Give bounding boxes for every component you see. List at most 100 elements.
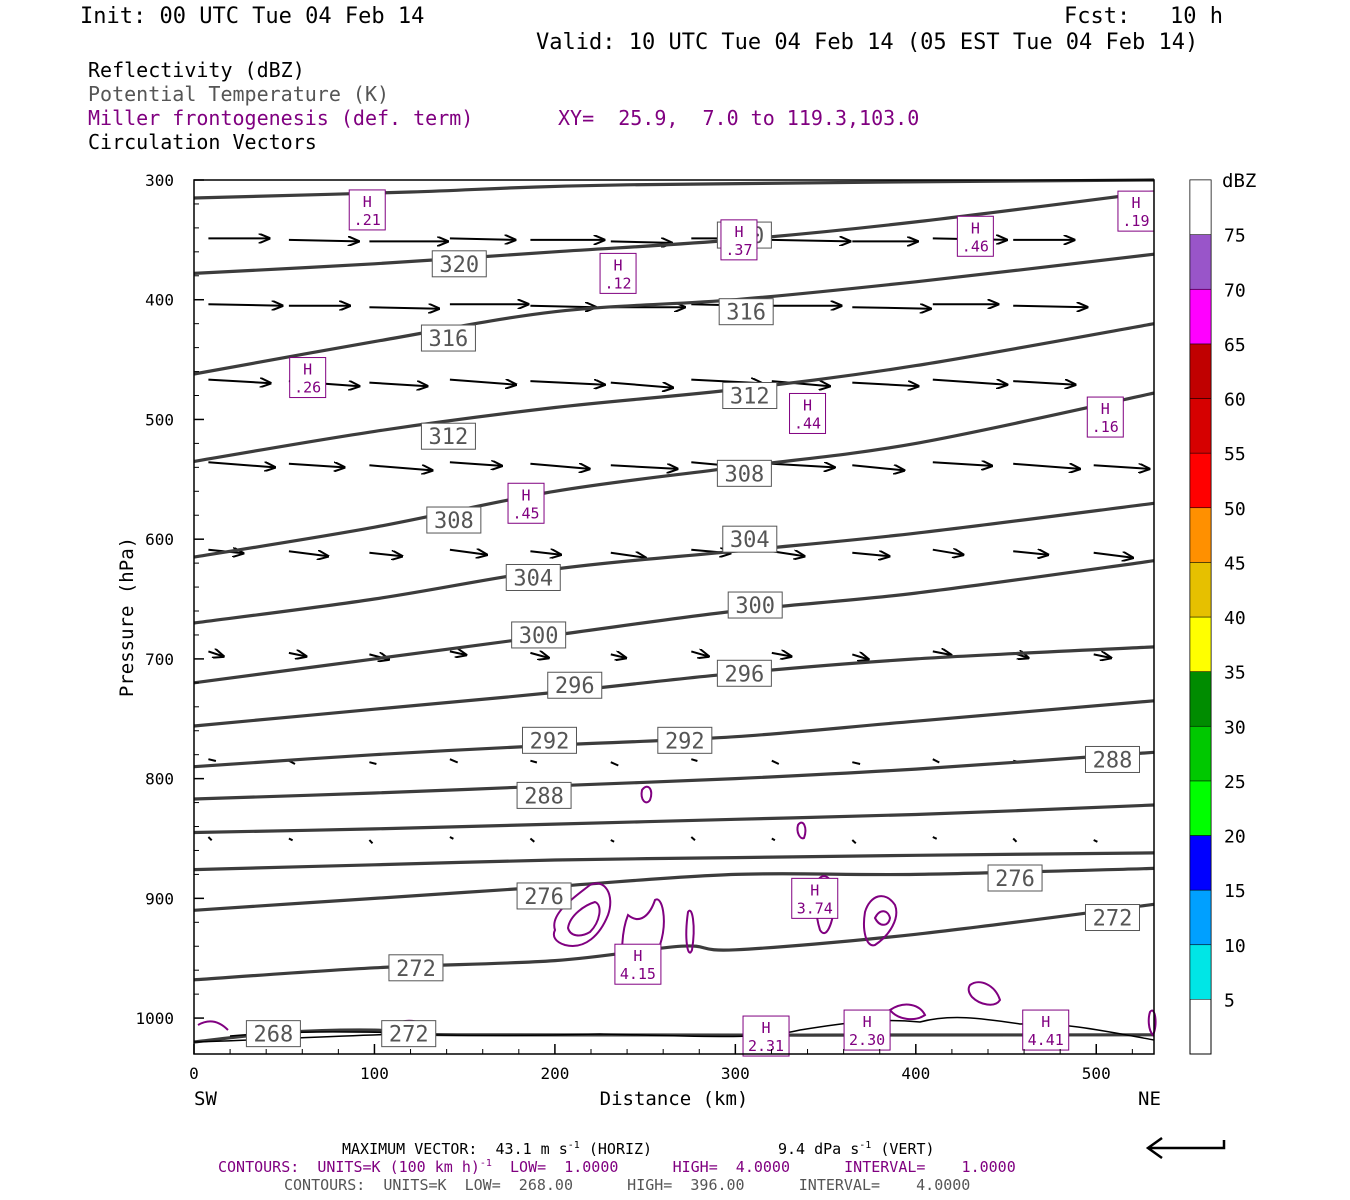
isentrope-label: 308 bbox=[725, 462, 765, 487]
colorbar-segment-60 bbox=[1189, 343, 1212, 399]
isentrope-label-box bbox=[420, 422, 476, 450]
isentrope-280 bbox=[193, 851, 1155, 872]
isentrope-layer bbox=[193, 178, 1155, 1044]
y-axis: 300 400 500 600 700 800 900 1000 bbox=[135, 171, 204, 1043]
circulation-vector bbox=[208, 651, 223, 656]
isentrope-label: 272 bbox=[389, 1023, 429, 1048]
isentrope-label: 296 bbox=[725, 662, 765, 687]
frontogenesis-high-label: H bbox=[762, 1019, 771, 1037]
isentrope-label-box bbox=[431, 250, 487, 278]
colorbar-segment-65 bbox=[1189, 289, 1212, 345]
colorbar-segment-25 bbox=[1189, 726, 1212, 782]
circulation-vector bbox=[1013, 462, 1080, 469]
isentrope-label: 304 bbox=[513, 566, 553, 591]
colorbar-label: 35 bbox=[1224, 663, 1246, 684]
frontogenesis-contour bbox=[967, 981, 1002, 1006]
colorbar-label: 5 bbox=[1224, 990, 1235, 1011]
isentrope-label: 268 bbox=[254, 1023, 294, 1048]
circulation-vector bbox=[1093, 839, 1098, 843]
colorbar-segment-40 bbox=[1189, 562, 1212, 618]
circulation-vector bbox=[610, 241, 672, 243]
valid-time: Valid: 10 UTC Tue 04 Feb 14 (05 EST Tue … bbox=[536, 30, 1199, 55]
x-axis-title: Distance (km) bbox=[600, 1088, 749, 1110]
x-tick-label: 300 bbox=[721, 1064, 750, 1083]
isentrope-label-box bbox=[1084, 904, 1140, 932]
isentrope-label-box bbox=[426, 506, 482, 534]
frontogenesis-high-box bbox=[720, 219, 758, 261]
x-axis-left-end: SW bbox=[194, 1088, 217, 1110]
frontogenesis-high-value: 2.30 bbox=[849, 1031, 885, 1049]
circulation-vector bbox=[449, 238, 516, 240]
colorbar-label: 65 bbox=[1224, 335, 1246, 356]
isentrope-label: 304 bbox=[730, 528, 770, 553]
frontogenesis-high-box bbox=[956, 215, 994, 257]
circulation-vector bbox=[449, 550, 487, 555]
y-tick-label: 600 bbox=[145, 530, 174, 549]
isentrope-312 bbox=[193, 322, 1155, 463]
frontogenesis-high-label: H bbox=[363, 193, 372, 211]
colorbar-label: 10 bbox=[1224, 936, 1246, 957]
reference-vector-arrow bbox=[1145, 1136, 1226, 1160]
x-tick-label: 100 bbox=[360, 1064, 389, 1083]
frontogenesis-high-box bbox=[843, 1009, 891, 1051]
isentrope-320 bbox=[193, 190, 1155, 275]
frontogenesis-high-label: H bbox=[303, 361, 312, 379]
isentrope-label-box bbox=[516, 882, 572, 910]
circulation-vector bbox=[852, 553, 889, 557]
colorbar-label: 25 bbox=[1224, 772, 1246, 793]
frontogenesis-high-label: H bbox=[810, 881, 819, 899]
isentrope-label: 276 bbox=[524, 885, 564, 910]
frontogenesis-high-box bbox=[789, 392, 827, 434]
isentrope-label-box bbox=[716, 659, 772, 687]
colorbar-segment-30 bbox=[1189, 671, 1212, 727]
plot-frame bbox=[193, 179, 1155, 1055]
circulation-vector bbox=[932, 651, 952, 655]
colorbar-segment-10 bbox=[1189, 889, 1212, 945]
colorbar-segment-55 bbox=[1189, 398, 1212, 454]
circulation-vector bbox=[449, 758, 459, 764]
frontogenesis-high-value: .12 bbox=[605, 274, 632, 292]
colorbar-segment-70 bbox=[1189, 234, 1212, 290]
circulation-vector bbox=[530, 759, 538, 764]
isentrope-288 bbox=[193, 750, 1155, 801]
isentrope-label: 288 bbox=[524, 784, 564, 809]
isentrope-label-box bbox=[505, 563, 561, 591]
x-axis-right-end: NE bbox=[1138, 1088, 1161, 1110]
frontogenesis-high-box bbox=[599, 252, 637, 294]
circulation-vector bbox=[1013, 306, 1087, 308]
frontogenesis-high-layer: H.21H.37H.46H.19H.12H.26H.44H.16H.45H3.7… bbox=[289, 189, 1155, 1057]
isentrope-label-box bbox=[657, 726, 713, 754]
circulation-vector bbox=[369, 307, 439, 309]
circulation-vector bbox=[852, 761, 861, 765]
circulation-vector bbox=[851, 839, 857, 845]
frontogenesis-high-value: .45 bbox=[512, 504, 539, 522]
frontogenesis-high-box bbox=[614, 943, 662, 985]
circulation-vector bbox=[690, 836, 696, 842]
circulation-vector bbox=[1093, 553, 1133, 558]
isentrope-316 bbox=[193, 252, 1155, 376]
y-tick-label: 500 bbox=[145, 410, 174, 429]
isentrope-label-box bbox=[716, 459, 772, 487]
isentrope-label: 288 bbox=[1093, 748, 1133, 773]
circulation-vector bbox=[530, 462, 589, 469]
circulation-vector bbox=[691, 758, 698, 762]
circulation-vector bbox=[449, 378, 516, 385]
circulation-vector bbox=[852, 464, 904, 470]
field-reflectivity: Reflectivity (dBZ) bbox=[88, 58, 305, 82]
circulation-vector bbox=[610, 381, 673, 388]
circulation-vector bbox=[1013, 381, 1075, 385]
circulation-vector bbox=[288, 837, 294, 842]
circulation-vector bbox=[208, 758, 217, 762]
frontogenesis-high-value: .26 bbox=[294, 379, 321, 397]
frontogenesis-contour bbox=[197, 1020, 229, 1031]
isentrope-label: 292 bbox=[665, 729, 705, 754]
isentrope-label-box bbox=[727, 591, 783, 619]
frontogenesis-layer bbox=[197, 785, 1157, 1037]
colorbar-label: 70 bbox=[1224, 280, 1246, 301]
circulation-vector bbox=[932, 758, 940, 764]
frontogenesis-contour bbox=[640, 785, 653, 804]
frontogenesis-high-value: .37 bbox=[725, 241, 752, 259]
circulation-vector bbox=[288, 551, 328, 556]
frontogenesis-high-label: H bbox=[971, 219, 980, 237]
x-axis: 0 100 200 300 400 500 bbox=[189, 1044, 1133, 1083]
